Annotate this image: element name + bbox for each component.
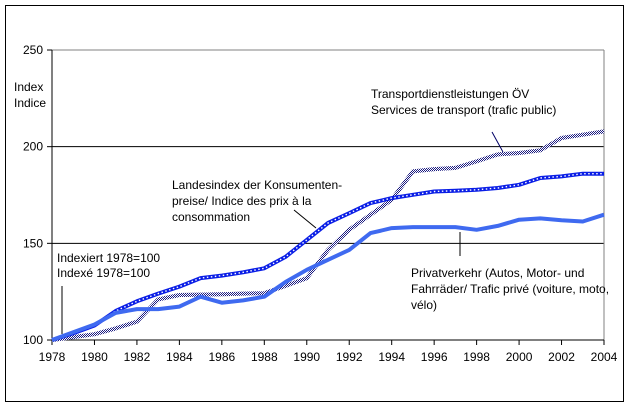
x-tick-label: 1988	[251, 350, 278, 364]
chart-frame	[5, 5, 624, 402]
x-tick-label: 1986	[208, 350, 235, 364]
series-line-transport	[51, 129, 605, 342]
x-tick-label: 1982	[124, 350, 151, 364]
annotations: Index Indice Transportdienstleistungen Ö…	[14, 80, 609, 334]
series-group	[51, 129, 605, 342]
annotation-private-line-3: vélo)	[411, 298, 437, 312]
y-tick-label: 150	[23, 236, 43, 250]
annotation-base-line-1: Indexiert 1978=100	[57, 251, 160, 265]
annotation-cpi-line-3: consommation	[172, 210, 250, 224]
y-axis-label-line-1: Index	[14, 80, 43, 94]
x-tick-label: 1990	[293, 350, 320, 364]
x-tick-label: 2002	[548, 350, 575, 364]
y-tick-label: 250	[23, 43, 43, 57]
x-tick-label: 1994	[378, 350, 405, 364]
x-tick-label: 1996	[421, 350, 448, 364]
x-tick-label: 1998	[463, 350, 490, 364]
gridlines	[52, 49, 605, 340]
annotation-transport-line-1: Transportdienstleistungen ÖV	[371, 87, 529, 101]
annotation-cpi-leader	[293, 209, 317, 229]
y-tick-label: 200	[23, 140, 43, 154]
annotation-private-line-1: Privatverkehr (Autos, Motor- und	[411, 266, 584, 280]
series-line-cpi-dots	[51, 172, 604, 341]
x-tick-label: 2000	[506, 350, 533, 364]
annotation-transport-line-2: Services de transport (trafic public)	[371, 103, 556, 117]
annotation-private-line-2: Fahrräder/ Trafic privé (voiture, moto,	[411, 282, 609, 296]
x-tick-label: 1978	[39, 350, 66, 364]
annotation-base-line-2: Indexé 1978=100	[57, 266, 150, 280]
x-tick-label: 1980	[81, 350, 108, 364]
y-axis-label-line-2: Indice	[14, 96, 46, 110]
x-tick-label: 1984	[166, 350, 193, 364]
axes: 100 150 200 250 1978 1980 1982 1984 1986 1988 1990…	[23, 43, 618, 364]
x-tick-label: 2004	[591, 350, 618, 364]
series-line-private	[51, 212, 605, 342]
y-tick-label: 100	[23, 333, 43, 347]
annotation-cpi-line-2: preise/ Indice des prix à la	[172, 194, 312, 208]
annotation-transport-leader	[491, 131, 504, 153]
x-tick-label: 1992	[336, 350, 363, 364]
annotation-cpi-line-1: Landesindex der Konsumenten-	[172, 178, 342, 192]
